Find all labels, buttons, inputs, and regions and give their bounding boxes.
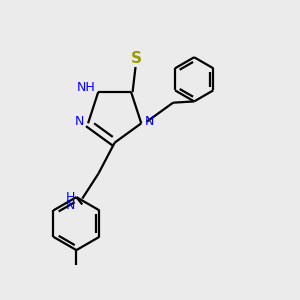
Text: NH: NH — [77, 81, 96, 94]
Text: H: H — [66, 190, 75, 204]
Text: N: N — [75, 115, 85, 128]
Text: N: N — [145, 115, 154, 128]
Text: S: S — [130, 51, 142, 66]
Text: N: N — [66, 200, 75, 212]
